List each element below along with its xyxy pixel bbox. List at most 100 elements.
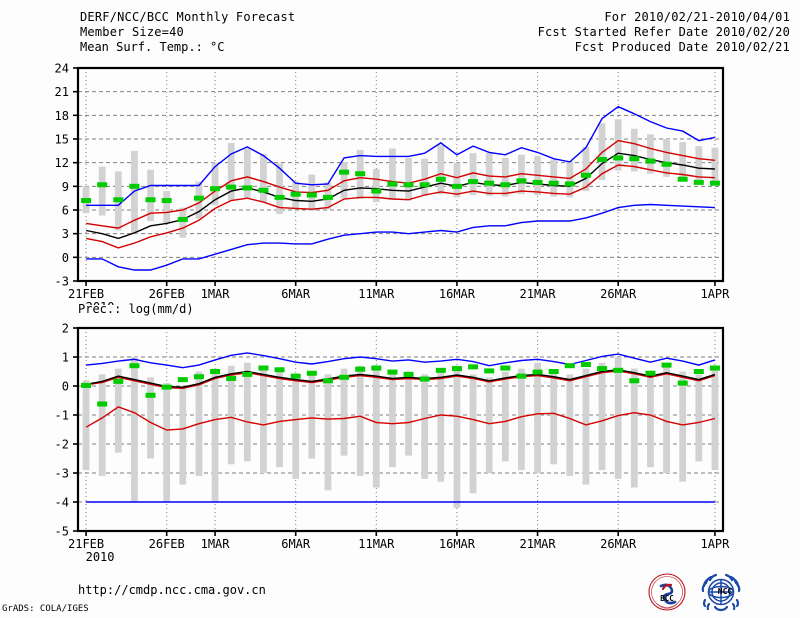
ensemble-spread-bar (679, 371, 687, 482)
ensemble-spread-bar (147, 377, 154, 459)
ensemble-spread-bar (308, 374, 316, 459)
ensemble-spread-bar (98, 166, 106, 216)
ensemble-spread-bar (421, 158, 429, 196)
source-url-label[interactable]: http://cmdp.ncc.cma.gov.cn (78, 583, 266, 597)
ensemble-spread-bar (598, 362, 606, 471)
ensemble-spread-bar (276, 163, 283, 214)
ensemble-spread-bar (292, 374, 300, 479)
ensemble-spread-bar (550, 371, 558, 465)
y-axis-tick-label: 21 (55, 85, 69, 99)
ensemble-spread-bar (372, 168, 380, 203)
series-line-lower_quartile (85, 406, 716, 431)
x-axis-tick-label: 26MAR (600, 287, 637, 301)
x-axis-year-label: 2010 (86, 550, 115, 564)
y-axis-tick-label: 0 (62, 251, 69, 265)
ensemble-spread-bar (227, 365, 235, 465)
ensemble-spread-bar (98, 374, 106, 476)
ensemble-spread-bar (647, 374, 654, 468)
grads-credit-label: GrADS: COLA/IGES (2, 604, 89, 614)
ensemble-spread-bar (405, 371, 412, 456)
ensemble-spread-bar (260, 153, 267, 203)
ensemble-spread-bar (614, 119, 622, 171)
x-axis-tick-label: 21FEB (68, 537, 104, 551)
temperature-chart: -3 0 3 6 9 12 15 18 21 24 21FEB 26FEB 1MAR 6MAR 11MAR 1… (55, 62, 731, 306)
ensemble-spread-bar (340, 368, 348, 456)
forecast-produced-date-label: Fcst Produced Date 2010/02/21 (574, 40, 790, 54)
series-line-max (86, 352, 716, 369)
y-axis-tick-label: 3 (62, 227, 69, 241)
y-axis-tick-label: 6 (62, 204, 69, 218)
ensemble-spread-bar (211, 162, 219, 206)
ensemble-spread-bar (437, 371, 445, 482)
y-axis-tick-label: -4 (55, 496, 69, 510)
ensemble-spread-bar (405, 157, 412, 201)
ensemble-spread-bar (356, 365, 364, 476)
series-line-min (86, 203, 715, 271)
precipitation-panel-label: Prec.: log(mm/d) (78, 302, 194, 316)
series-line-lower_quartile (85, 164, 715, 249)
ensemble-spread-bar (469, 153, 477, 196)
ensemble-spread-bar (695, 146, 703, 184)
ensemble-spread-bar (711, 147, 719, 184)
ensemble-spread-bar (485, 377, 493, 473)
x-axis-tick-label: 26FEB (149, 537, 185, 551)
ensemble-spread-bar (179, 207, 187, 238)
ensemble-spread-bar (501, 371, 509, 462)
ensemble-spread-bar (711, 365, 719, 471)
x-axis-tick-label: 26MAR (600, 537, 637, 551)
ensemble-spread-bar (566, 374, 574, 476)
ncc-logo: NCC (701, 573, 741, 612)
ensemble-spread-bar (453, 365, 461, 508)
ensemble-spread-bar (260, 368, 267, 473)
ensemble-spread-bar (518, 154, 525, 195)
ensemble-spread-bar (695, 374, 703, 462)
member-size-label: Member Size=40 (80, 25, 184, 39)
y-axis-tick-label: 12 (55, 156, 69, 170)
ensemble-spread-bar (131, 357, 138, 502)
x-axis-tick-label: 16MAR (439, 287, 476, 301)
svg-text:NCC: NCC (718, 587, 733, 596)
y-axis-tick-label: 9 (62, 180, 69, 194)
ensemble-spread-bar (437, 145, 445, 195)
x-axis-tick-label: 21FEB (68, 287, 104, 301)
y-axis-tick-label: 2 (62, 322, 69, 336)
ensemble-spread-bar (534, 362, 541, 473)
ensemble-spread-bar (647, 134, 654, 174)
ensemble-spread-bar (550, 159, 558, 197)
ensemble-spread-bar (389, 374, 396, 468)
x-axis-tick-label: 16MAR (439, 537, 476, 551)
x-axis-tick-label: 11MAR (358, 287, 395, 301)
ensemble-spread-bar (453, 162, 461, 198)
ensemble-spread-bar (147, 169, 154, 222)
logo-group: BCC NCC (648, 573, 741, 612)
ensemble-spread-bar (614, 357, 622, 479)
ensemble-spread-bar (389, 148, 396, 200)
x-axis-year-label: 2010 (86, 300, 115, 305)
forecast-range-label: For 2010/02/21-2010/04/01 (604, 10, 790, 24)
y-axis-tick-label: 0 (62, 380, 69, 394)
series-line-upper_quartile (85, 139, 715, 229)
ensemble-spread-bar (518, 368, 525, 471)
ensemble-spread-bar (630, 368, 638, 488)
x-axis-tick-label: 6MAR (281, 287, 311, 301)
svg-text:BCC: BCC (660, 594, 674, 603)
temperature-panel-label: Mean Surf. Temp.: °C (80, 40, 225, 54)
series-line-mean (85, 152, 715, 240)
ensemble-spread-bar (663, 362, 670, 473)
ensemble-spread-bar (469, 374, 477, 494)
ensemble-spread-bar (421, 374, 429, 479)
ensemble-spread-bar (372, 368, 380, 488)
ensemble-spread-bar (163, 383, 171, 502)
y-axis-tick-label: -2 (55, 438, 69, 452)
ensemble-spread-bar (582, 368, 590, 485)
x-axis-tick-label: 26FEB (149, 287, 185, 301)
y-axis-tick-label: 15 (55, 133, 69, 147)
x-axis-tick-label: 1APR (700, 537, 730, 551)
x-axis-tick-label: 11MAR (358, 537, 395, 551)
series-line-mean (85, 369, 716, 388)
ensemble-spread-bar (243, 362, 251, 462)
bcc-logo: BCC (648, 573, 686, 611)
ensemble-spread-bar (276, 371, 283, 468)
ensemble-spread-bar (179, 386, 187, 485)
